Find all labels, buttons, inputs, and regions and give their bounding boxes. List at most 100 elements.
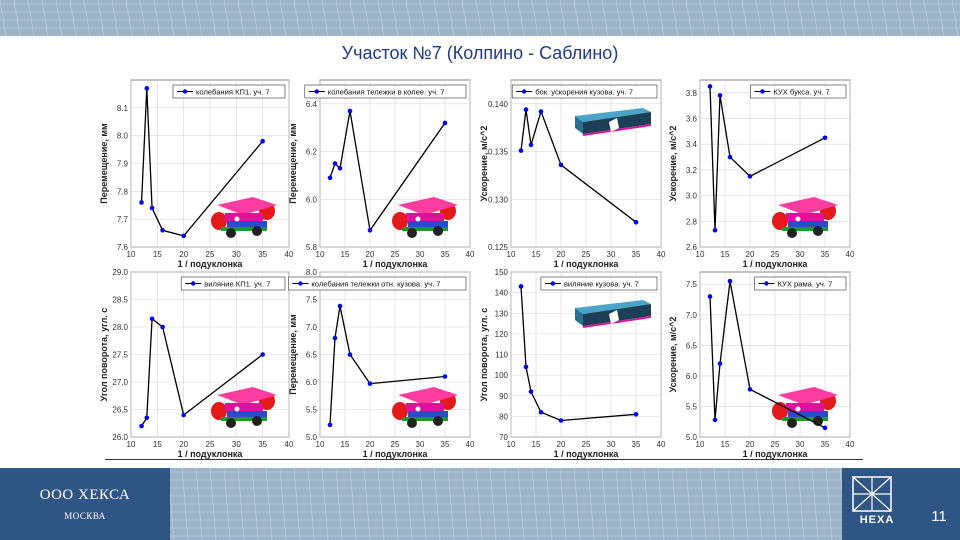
data-point <box>707 84 713 89</box>
x-tick-label: 20 <box>179 440 188 449</box>
data-point <box>337 303 343 309</box>
x-tick-label: 10 <box>507 440 516 449</box>
x-tick-label: 35 <box>258 250 267 259</box>
y-tick-label: 26.5 <box>112 406 128 415</box>
y-tick-label: 6.4 <box>306 100 318 109</box>
chart-legend: колебания КП1. уч. 7 <box>172 84 286 99</box>
legend-label: виляние КП1. уч. 7 <box>204 280 270 289</box>
data-point <box>442 374 448 379</box>
x-axis-label: 1 / подуклонка <box>743 449 809 459</box>
y-tick-label: 2.6 <box>686 243 698 252</box>
y-axis-label: Перемещение, мм <box>288 314 298 395</box>
x-tick-label: 30 <box>416 440 425 449</box>
y-axis-label: Ускорение, м/с^2 <box>668 317 678 393</box>
x-tick-label: 25 <box>582 250 591 259</box>
data-point <box>332 335 338 341</box>
data-point <box>822 135 828 141</box>
y-tick-label: 7.0 <box>306 323 318 332</box>
y-tick-label: 8.0 <box>117 132 129 141</box>
y-tick-label: 3.8 <box>686 89 698 98</box>
x-tick-label: 40 <box>466 250 475 259</box>
data-point <box>260 352 265 357</box>
chart-legend: бок. ускорения кузова. уч. 7 <box>511 84 658 99</box>
x-tick-label: 35 <box>441 440 450 449</box>
mesh-pattern-top <box>0 0 960 36</box>
x-tick-label: 20 <box>746 250 755 259</box>
x-tick-label: 15 <box>532 440 541 449</box>
chart-legend: колебания тележки отн. кузова. уч. 7 <box>288 276 467 291</box>
data-point <box>347 108 353 114</box>
bogie-illustration <box>392 197 458 238</box>
y-tick-label: 7.6 <box>117 243 129 252</box>
x-tick-label: 10 <box>696 440 705 449</box>
y-axis-label: Ускорение, м/с^2 <box>479 126 489 202</box>
x-tick-label: 35 <box>821 250 830 259</box>
y-tick-label: 6.2 <box>306 148 318 157</box>
x-tick-label: 30 <box>607 250 616 259</box>
legend-label: КУХ рама. уч. 7 <box>778 280 833 289</box>
data-point <box>558 162 564 168</box>
y-tick-label: 8.0 <box>306 268 318 277</box>
data-point <box>538 409 544 415</box>
y-tick-label: 2.8 <box>686 217 698 226</box>
y-tick-label: 70 <box>499 433 508 442</box>
slide-title: Участок №7 (Колпино - Саблино) <box>341 43 619 63</box>
legend-box <box>180 276 286 291</box>
legend-marker <box>522 89 527 94</box>
chart-panel-2: 10 15 20 25 30 35 40 5.8 6.0 6.2 6.4 колебания теле… <box>288 79 475 269</box>
x-tick-label: 20 <box>366 440 375 449</box>
y-tick-label: 27.0 <box>112 378 128 387</box>
data-point <box>717 93 723 98</box>
x-tick-label: 40 <box>466 440 475 449</box>
data-point <box>712 417 718 423</box>
x-tick-label: 10 <box>507 250 516 259</box>
chart-panel-1: 10 15 20 25 30 35 40 7.6 7.7 7.8 7.9 8.0 8.1 колебани… <box>99 79 294 269</box>
x-tick-label: 25 <box>582 440 591 449</box>
data-point <box>260 138 265 144</box>
data-point <box>144 86 150 91</box>
x-axis-label: 1 / подуклонка <box>178 259 244 269</box>
data-point <box>367 228 373 233</box>
legend-box <box>540 276 658 291</box>
x-axis-label: 1 / подуклонка <box>363 259 429 269</box>
header-background <box>0 0 960 36</box>
data-point <box>160 228 165 233</box>
y-tick-label: 7.9 <box>117 160 129 169</box>
data-point <box>149 316 155 322</box>
series-line <box>709 281 826 429</box>
y-axis-label: Перемещение, мм <box>99 123 109 204</box>
y-tick-label: 0.135 <box>488 148 509 157</box>
y-tick-label: 150 <box>495 268 509 277</box>
chart-panel-3: 10 15 20 25 30 35 40 0.125 0.130 0.135 0.140 бок. у… <box>479 79 666 269</box>
legend-marker <box>182 89 188 94</box>
y-tick-label: 3.2 <box>686 166 698 175</box>
x-axis-label: 1 / подуклонка <box>554 259 620 269</box>
data-point <box>717 361 723 366</box>
bogie-illustration <box>772 197 838 238</box>
data-point <box>523 107 529 112</box>
legend-box <box>511 84 658 99</box>
x-tick-label: 30 <box>416 250 425 259</box>
x-tick-label: 40 <box>657 440 666 449</box>
data-point <box>518 284 524 289</box>
data-point <box>633 412 639 417</box>
legend-box <box>304 84 467 99</box>
data-point <box>181 412 186 418</box>
x-tick-label: 20 <box>557 440 566 449</box>
data-point <box>181 233 186 239</box>
y-tick-label: 6.0 <box>306 378 318 387</box>
x-tick-label: 25 <box>206 440 215 449</box>
y-tick-label: 26.0 <box>112 433 128 442</box>
x-tick-label: 10 <box>696 250 705 259</box>
y-tick-label: 120 <box>495 330 509 339</box>
legend-box <box>172 84 286 99</box>
data-point <box>337 165 343 171</box>
chart-panel-7: 10 15 20 25 30 35 40 70 80 90 100 110 120 130 140 150 ви… <box>479 268 666 459</box>
legend-marker <box>191 281 196 286</box>
y-tick-label: 6.0 <box>686 372 698 381</box>
bogie-illustration <box>211 387 277 428</box>
legend-label: бок. ускорения кузова. уч. 7 <box>535 88 633 97</box>
railcar-illustration <box>575 300 651 328</box>
legend-label: КУХ букса. уч. 7 <box>773 88 829 97</box>
